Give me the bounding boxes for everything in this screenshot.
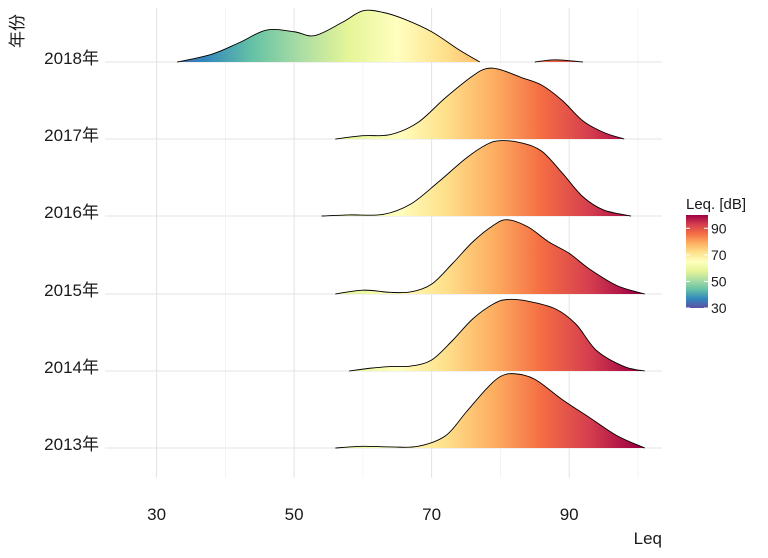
ridge-outline bbox=[335, 219, 645, 295]
y-axis-title: 年份 bbox=[8, 14, 27, 48]
legend-tick-label: 30 bbox=[711, 300, 727, 316]
ridge-area bbox=[335, 68, 625, 139]
ridge-series bbox=[335, 219, 645, 295]
ridge-series bbox=[335, 373, 645, 449]
legend-ticks: 90 70 50 30 bbox=[686, 220, 727, 316]
y-tick-label: 2016年 bbox=[44, 203, 99, 222]
x-tick-labels: 30 50 70 90 bbox=[147, 505, 579, 524]
ridge-series bbox=[349, 298, 645, 372]
ridge-area bbox=[349, 299, 645, 371]
ridge-series bbox=[177, 9, 583, 63]
ridge-outline bbox=[335, 67, 625, 140]
ridge-outline bbox=[335, 373, 645, 449]
x-tick-label: 70 bbox=[422, 505, 441, 524]
x-axis-title: Leq bbox=[634, 529, 662, 548]
ridge-outline bbox=[321, 140, 632, 217]
x-tick-label: 30 bbox=[147, 505, 166, 524]
ridges-layer bbox=[177, 9, 645, 449]
color-legend: Leq. [dB] 90 70 50 30 bbox=[686, 196, 746, 316]
legend-tick-label: 50 bbox=[711, 273, 727, 289]
ridge-area bbox=[335, 219, 645, 294]
y-tick-labels: 2018年 2017年 2016年 2015年 2014年 2013年 bbox=[44, 49, 99, 454]
ridge-area bbox=[177, 10, 480, 62]
x-tick-label: 90 bbox=[560, 505, 579, 524]
ridge-outline bbox=[177, 9, 480, 63]
ridge-series bbox=[321, 140, 632, 217]
ridge-outline bbox=[349, 298, 645, 372]
y-tick-label: 2018年 bbox=[44, 49, 99, 68]
ridge-area bbox=[321, 140, 632, 216]
ridge-area bbox=[335, 373, 645, 448]
ridge-series bbox=[335, 67, 625, 140]
y-tick-label: 2014年 bbox=[44, 358, 99, 377]
legend-colorbar bbox=[686, 215, 708, 308]
y-tick-label: 2017年 bbox=[44, 126, 99, 145]
x-tick-label: 50 bbox=[285, 505, 304, 524]
grid-layer bbox=[105, 8, 662, 478]
ridge-outline bbox=[534, 59, 583, 63]
y-tick-label: 2015年 bbox=[44, 281, 99, 300]
legend-tick-label: 70 bbox=[711, 247, 727, 263]
legend-title: Leq. [dB] bbox=[686, 196, 746, 213]
y-tick-label: 2013年 bbox=[44, 435, 99, 454]
legend-tick-label: 90 bbox=[711, 220, 727, 236]
